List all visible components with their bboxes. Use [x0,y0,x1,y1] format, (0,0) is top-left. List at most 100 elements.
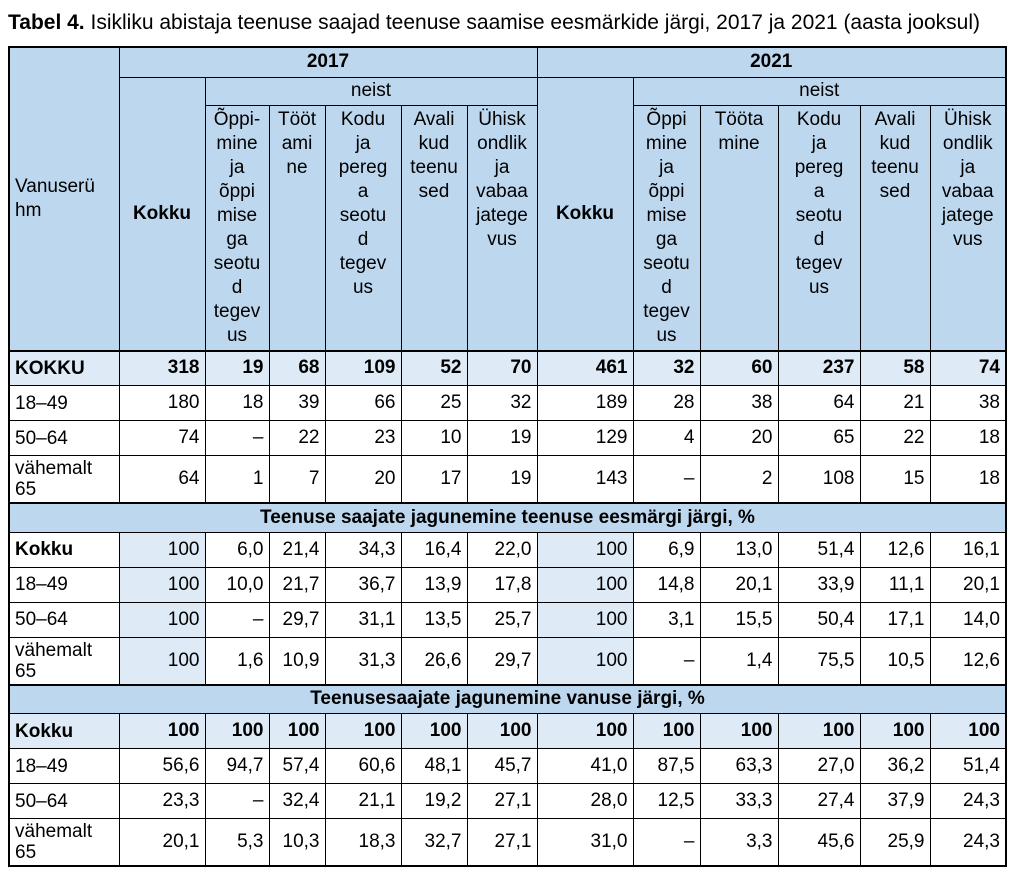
cell: 12,6 [859,531,931,568]
cell: 14,8 [632,566,701,603]
cell: 13,0 [699,531,779,568]
cell: 25 [400,385,468,421]
cell: 41,0 [536,748,634,784]
cell: 27,0 [777,748,861,784]
cell: 100 [118,713,206,749]
cell: 129 [536,420,634,456]
cell: 50,4 [777,601,861,638]
cell: 17,8 [466,566,538,603]
table-row-50-64-purpose-pct: 50–64 100 – 29,7 31,1 13,5 25,7 100 3,1 … [8,601,1007,638]
table-row-kokku-age-pct: Kokku 100 100 100 100 100 100 100 100 10… [8,713,1007,749]
col-group-2021: 2021 [536,46,1007,78]
cell: 21,4 [268,531,326,568]
cell: 20,1 [699,566,779,603]
cell: 108 [777,455,861,504]
cell: 33,3 [699,783,779,819]
cell: 23 [324,420,402,456]
cell: 39 [268,385,326,421]
col-header-kodu-2021: Kodu ja pereg a seotu d tegev us [777,104,861,351]
col-group-2017: 2017 [118,46,538,78]
col-header-kokku-2017: Kokku [118,76,206,351]
cell: 11,1 [859,566,931,603]
cell: 10,5 [859,636,931,685]
row-label: 50–64 [8,601,120,638]
cell: 20,1 [118,818,206,867]
cell: 12,6 [929,636,1007,685]
cell: 180 [118,385,206,421]
section-band-label: Teenusesaajate jagunemine vanuse järgi, … [8,683,1007,714]
cell: 19,2 [400,783,468,819]
cell: 75,5 [777,636,861,685]
row-label: Kokku [8,531,120,568]
cell: 1 [204,455,270,504]
cell: 22 [859,420,931,456]
cell: 100 [204,713,270,749]
cell: 33,9 [777,566,861,603]
header-row-neist: Kokku neist Kokku neist [9,76,1007,351]
cell: 32 [632,349,701,386]
cell: 2 [699,455,779,504]
cell: 38 [929,385,1007,421]
cell: – [632,818,701,867]
cell: 27,4 [777,783,861,819]
cell: 189 [536,385,634,421]
cell: 100 [118,601,206,638]
cell: 25,9 [859,818,931,867]
header-row-years: Vanuserü hm 2017 2021 [8,46,1007,351]
row-label: vähemalt 65 [8,636,120,685]
cell: 12,5 [632,783,701,819]
cell: 10,9 [268,636,326,685]
col-subgroup-neist-2021: neist [632,76,1007,106]
cell: 20,1 [929,566,1007,603]
cell: 17 [400,455,468,504]
table-row-50-64-counts: 50–64 74 – 22 23 10 19 129 4 20 65 22 18 [8,420,1007,456]
cell: 87,5 [632,748,701,784]
cell: 5,3 [204,818,270,867]
cell: 100 [929,713,1007,749]
table-row-kokku-counts: KOKKU 318 19 68 109 52 70 461 32 60 237 … [8,349,1007,386]
cell: 34,3 [324,531,402,568]
data-table: Vanuserü hm 2017 2021 Kokku neist Kokku … [8,46,1007,867]
cell: 10,3 [268,818,326,867]
cell: 318 [118,349,206,386]
row-label: vähemalt 65 [8,818,120,867]
col-header-vanuseruhm: Vanuserü hm [8,46,120,351]
row-label: 18–49 [8,748,120,784]
cell: 100 [536,636,634,685]
cell: 32 [466,385,538,421]
cell: 27,1 [466,818,538,867]
cell: 6,9 [632,531,701,568]
cell: – [204,420,270,456]
col-header-oppimine-2017: Õppi- mine ja õppi mise ga seotu d tegev… [204,104,270,351]
cell: 109 [324,349,402,386]
col-header-oppimine-2021: Õppi mine ja õppi mise ga seotu d tegev … [632,104,701,351]
cell: 28 [632,385,701,421]
cell: 60 [699,349,779,386]
cell: 25,7 [466,601,538,638]
col-header-tootamine-2017: Tööt ami ne [268,104,326,351]
cell: 15,5 [699,601,779,638]
cell: 64 [777,385,861,421]
cell: 31,0 [536,818,634,867]
cell: 100 [400,713,468,749]
cell: – [632,636,701,685]
col-header-tootamine-2021: Tööta mine [699,104,779,351]
cell: 36,7 [324,566,402,603]
cell: 19 [466,455,538,504]
col-header-uhiskondlik-2017: Ühisk ondlik ja vabaa jatege vus [466,104,538,351]
row-label: 50–64 [8,420,120,456]
section-band-purpose: Teenuse saajate jagunemine teenuse eesmä… [8,502,1007,533]
cell: 32,4 [268,783,326,819]
section-band-label: Teenuse saajate jagunemine teenuse eesmä… [8,502,1007,533]
cell: 10 [400,420,468,456]
cell: 23,3 [118,783,206,819]
cell: 38 [699,385,779,421]
cell: 22,0 [466,531,538,568]
cell: 31,3 [324,636,402,685]
cell: 18 [929,420,1007,456]
table-body: KOKKU 318 19 68 109 52 70 461 32 60 237 … [8,349,1007,867]
table-caption-number: Tabel 4. [8,11,85,34]
cell: 100 [118,636,206,685]
cell: 461 [536,349,634,386]
table-row-18-49-age-pct: 18–49 56,6 94,7 57,4 60,6 48,1 45,7 41,0… [8,748,1007,784]
